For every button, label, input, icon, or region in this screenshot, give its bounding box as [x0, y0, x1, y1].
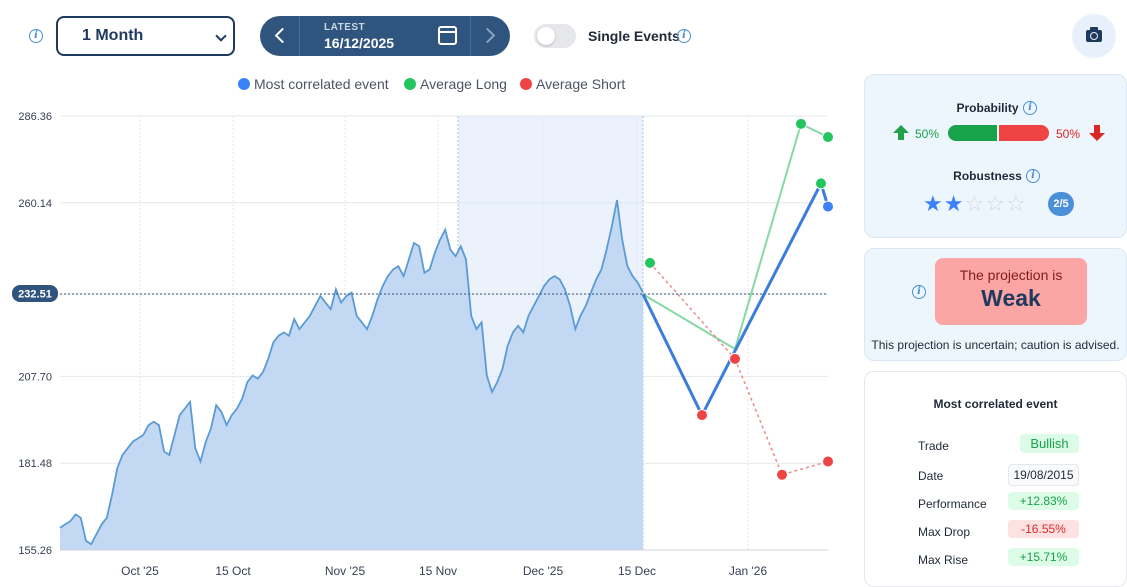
event-max-rise-value: +15.71%: [1008, 548, 1079, 566]
event-performance-value: +12.83%: [1008, 492, 1079, 510]
y-tick-label: 260.14: [18, 198, 52, 210]
arrow-up-icon: [893, 125, 909, 140]
average-long-point: [795, 117, 807, 130]
legend-label: Most correlated event: [254, 76, 389, 92]
projection-strength-box: The projection is Weak: [935, 258, 1087, 325]
y-tick-label: 286.36: [18, 111, 52, 123]
current-price-label: 232.51: [18, 289, 52, 301]
arrow-down-icon: [1089, 125, 1105, 141]
probability-title: Probability: [956, 101, 1019, 115]
average-long-point: [822, 131, 834, 144]
event-trade-value: Bullish: [1020, 434, 1079, 453]
legend-dot: [404, 78, 416, 90]
price-chart[interactable]: 286.36 260.14 207.70 181.48 155.26 Oct '25 15…: [0, 100, 860, 587]
short-probability: 50%: [1056, 127, 1081, 141]
probability-short-fill: [999, 125, 1049, 141]
legend-dot: [238, 78, 250, 90]
calendar-icon[interactable]: [438, 26, 457, 45]
probability-panel: Probability i 50% 50% Robustness i ★★☆☆☆…: [864, 74, 1127, 238]
period-select[interactable]: 1 Month: [56, 16, 235, 56]
toolbar: i 1 Month LATEST 16/12/2025 Single Event…: [0, 0, 1127, 72]
probability-bar: [948, 125, 1049, 141]
legend-item-average-long[interactable]: Average Long: [404, 76, 507, 92]
average-long-line: [642, 122, 829, 351]
previous-date-button[interactable]: [260, 16, 300, 56]
robustness-title: Robustness: [953, 169, 1022, 183]
star-empty-icon: ☆: [964, 191, 986, 216]
projection-strength: Weak: [981, 285, 1041, 311]
legend-label: Average Short: [536, 76, 626, 92]
star-filled-icon: ★: [923, 191, 944, 216]
star-empty-icon: ☆: [985, 191, 1006, 216]
average-long-point: [815, 177, 827, 190]
price-line: [59, 199, 644, 546]
event-title: Most correlated event: [933, 397, 1058, 411]
chevron-down-icon: [215, 30, 227, 42]
single-events-label: Single Events: [588, 28, 680, 44]
info-icon[interactable]: i: [1026, 169, 1040, 183]
period-select-value: 1 Month: [82, 27, 144, 44]
legend-item-average-short[interactable]: Average Short: [520, 76, 625, 92]
x-axis: Oct '25 15 Oct Nov '25 15 Nov Dec '25 15 Dec J…: [60, 549, 828, 578]
average-long-point: [644, 256, 656, 269]
single-events-toggle[interactable]: [534, 24, 576, 48]
screenshot-button[interactable]: [1072, 14, 1116, 58]
star-filled-icon: ★: [943, 191, 965, 216]
x-tick-label: Dec '25: [523, 564, 564, 578]
projection-line: The projection is: [959, 267, 1063, 283]
event-max-drop-label: Max Drop: [918, 525, 971, 539]
x-tick-label: 15 Dec: [618, 564, 656, 578]
legend-label: Average Long: [420, 76, 507, 92]
date-label: LATEST: [324, 22, 366, 33]
event-panel: Most correlated event Trade Bullish Date…: [864, 371, 1127, 587]
info-icon[interactable]: i: [1023, 101, 1037, 115]
next-date-button[interactable]: [470, 16, 510, 56]
most-correlated-point: [696, 409, 708, 422]
legend-item-most-correlated[interactable]: Most correlated event: [238, 76, 389, 92]
average-short-point: [776, 468, 788, 481]
info-icon[interactable]: i: [29, 29, 43, 43]
average-short-point: [822, 455, 834, 468]
most-correlated-point: [822, 200, 834, 213]
x-tick-label: 15 Oct: [215, 564, 251, 578]
projection-panel: i The projection is Weak This projection…: [864, 248, 1127, 361]
star-empty-icon: ☆: [1005, 191, 1027, 216]
price-area: [60, 200, 643, 550]
projection-series: [641, 117, 834, 481]
camera-icon: [1086, 27, 1102, 42]
probability-long-fill: [948, 125, 997, 141]
event-performance-label: Performance: [918, 497, 987, 511]
info-icon[interactable]: i: [677, 29, 691, 43]
info-icon[interactable]: i: [912, 285, 926, 299]
date-value: 16/12/2025: [324, 35, 395, 51]
average-short-line: [734, 358, 829, 476]
y-tick-label: 181.48: [18, 458, 52, 470]
average-short-point: [729, 352, 741, 365]
current-price-tag: 232.51: [12, 285, 58, 302]
projection-caption: This projection is uncertain; caution is…: [871, 338, 1120, 352]
x-tick-label: Nov '25: [325, 564, 366, 578]
event-max-rise-label: Max Rise: [918, 553, 969, 567]
long-probability: 50%: [915, 127, 940, 141]
x-tick-label: Jan '26: [729, 564, 768, 578]
y-axis: 286.36 260.14 207.70 181.48 155.26: [18, 111, 52, 557]
robustness-stars: ★★☆☆☆: [923, 193, 1027, 215]
event-max-drop-value: -16.55%: [1008, 520, 1079, 538]
event-date-value: 19/08/2015: [1008, 464, 1079, 486]
most-correlated-line: [641, 179, 830, 419]
y-tick-label: 155.26: [18, 545, 52, 557]
date-navigator: LATEST 16/12/2025: [260, 16, 510, 56]
legend-dot: [520, 78, 532, 90]
average-short-line: [649, 262, 736, 360]
event-date-label: Date: [918, 469, 944, 483]
event-trade-label: Trade: [918, 439, 949, 453]
y-tick-label: 207.70: [18, 371, 52, 383]
x-tick-label: Oct '25: [121, 564, 159, 578]
robustness-badge: 2/5: [1048, 192, 1074, 216]
x-tick-label: 15 Nov: [419, 564, 457, 578]
